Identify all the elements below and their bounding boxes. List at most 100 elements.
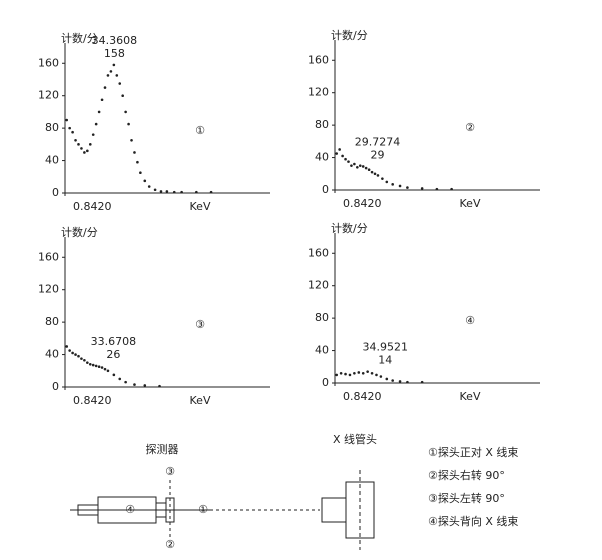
data-point bbox=[94, 122, 98, 126]
data-point bbox=[406, 186, 409, 189]
data-point bbox=[71, 351, 74, 355]
y-tick-label: 120 bbox=[308, 86, 329, 99]
data-point bbox=[398, 380, 402, 383]
data-point bbox=[209, 190, 213, 194]
legend-item: ②探头右转 90° bbox=[428, 468, 505, 482]
data-point bbox=[180, 190, 183, 194]
data-point bbox=[338, 148, 341, 151]
data-point bbox=[130, 138, 133, 142]
data-point bbox=[100, 366, 104, 369]
data-point bbox=[77, 143, 80, 146]
data-point bbox=[420, 187, 424, 190]
data-point bbox=[100, 98, 104, 102]
panel-label: ② bbox=[465, 121, 475, 134]
peak-count: 14 bbox=[378, 354, 392, 367]
tube-head bbox=[345, 481, 375, 539]
x-tick-label: 0.8420 bbox=[73, 200, 112, 213]
data-point bbox=[370, 170, 374, 174]
data-point bbox=[83, 358, 86, 362]
data-point bbox=[91, 133, 95, 136]
data-point bbox=[375, 373, 378, 377]
x-tick-label: 0.8420 bbox=[73, 394, 112, 407]
position-label: ③ bbox=[165, 465, 175, 478]
data-point bbox=[80, 147, 83, 150]
data-point bbox=[385, 180, 389, 184]
data-point bbox=[97, 110, 101, 114]
data-point bbox=[74, 138, 77, 142]
data-point bbox=[65, 118, 69, 122]
data-point bbox=[195, 190, 198, 194]
data-point bbox=[103, 367, 107, 371]
data-point bbox=[143, 179, 147, 183]
peak-energy: 34.9521 bbox=[362, 341, 408, 354]
data-point bbox=[159, 190, 163, 193]
data-point bbox=[350, 164, 353, 167]
data-point bbox=[80, 357, 83, 360]
data-point bbox=[124, 380, 127, 384]
x-tick-label: 0.8420 bbox=[343, 390, 382, 403]
data-point bbox=[373, 172, 377, 176]
x-axis-label: KeV bbox=[460, 197, 481, 210]
data-point bbox=[77, 354, 80, 358]
legend-item: ③探头左转 90° bbox=[428, 491, 505, 505]
detector-label: 探测器 bbox=[146, 443, 179, 456]
y-tick-label: 160 bbox=[38, 56, 59, 69]
data-point bbox=[68, 349, 71, 352]
data-point bbox=[112, 373, 116, 377]
y-tick-label: 120 bbox=[38, 283, 59, 296]
data-point bbox=[391, 183, 394, 186]
data-point bbox=[341, 154, 344, 158]
y-tick-label: 80 bbox=[45, 315, 59, 328]
y-tick-label: 160 bbox=[308, 246, 329, 259]
data-point bbox=[344, 372, 347, 376]
data-point bbox=[88, 362, 92, 366]
y-tick-label: 40 bbox=[315, 344, 329, 357]
data-point bbox=[71, 130, 74, 134]
data-point bbox=[147, 185, 151, 188]
data-point bbox=[344, 157, 347, 161]
data-point bbox=[74, 353, 77, 356]
data-point bbox=[450, 187, 453, 191]
data-point bbox=[88, 143, 92, 146]
data-point bbox=[361, 165, 365, 168]
y-axis-label: 计数/分 bbox=[331, 29, 368, 42]
tube-label: X 线管头 bbox=[333, 432, 377, 446]
x-tick-label: 0.8420 bbox=[343, 197, 382, 210]
data-point bbox=[97, 365, 101, 369]
data-point bbox=[106, 369, 110, 373]
data-point bbox=[364, 166, 368, 170]
data-point bbox=[420, 380, 424, 384]
tube-part bbox=[321, 497, 347, 523]
data-point bbox=[133, 151, 136, 154]
y-tick-label: 0 bbox=[52, 380, 59, 393]
peak-energy: 34.3608 bbox=[92, 34, 138, 47]
data-point bbox=[406, 380, 409, 384]
data-point bbox=[367, 168, 371, 172]
data-point bbox=[83, 151, 86, 154]
data-point bbox=[358, 164, 362, 167]
data-point bbox=[379, 375, 383, 378]
data-point bbox=[91, 363, 95, 367]
data-point bbox=[172, 190, 176, 194]
y-tick-label: 40 bbox=[45, 154, 59, 167]
peak-energy: 29.7274 bbox=[355, 135, 401, 148]
data-point bbox=[353, 371, 356, 375]
data-point bbox=[106, 74, 110, 77]
data-point bbox=[143, 384, 147, 387]
peak-count: 26 bbox=[106, 348, 120, 361]
peak-energy: 33.6708 bbox=[91, 335, 137, 348]
data-point bbox=[65, 345, 69, 348]
data-point bbox=[86, 149, 89, 153]
data-point bbox=[376, 174, 380, 177]
data-point bbox=[68, 126, 71, 130]
data-point bbox=[398, 184, 402, 188]
data-point bbox=[158, 384, 161, 388]
legend-item: ④探头背向 X 线束 bbox=[428, 514, 518, 528]
peak-count: 158 bbox=[104, 47, 125, 60]
data-point bbox=[361, 371, 365, 375]
panel-label: ③ bbox=[195, 318, 205, 331]
y-tick-label: 0 bbox=[322, 376, 329, 389]
data-point bbox=[136, 160, 139, 164]
data-point bbox=[133, 383, 136, 386]
data-point bbox=[391, 379, 394, 382]
